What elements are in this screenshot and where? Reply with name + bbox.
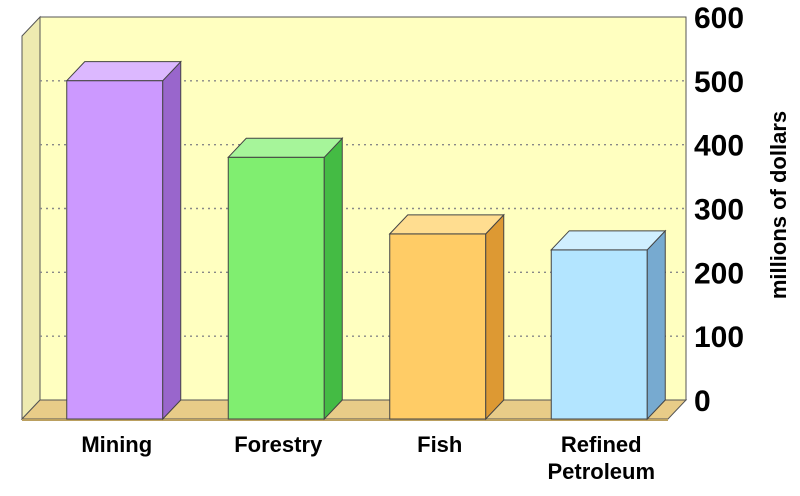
y-tick-label: 600: [694, 2, 744, 35]
y-axis-ticks: 0 100 200 300 400 500 600: [694, 2, 744, 418]
y-tick-label: 100: [694, 321, 744, 354]
bar-top: [227, 137, 344, 158]
x-category-label: Fish: [417, 432, 462, 457]
bar-side: [646, 229, 666, 421]
y-tick-label: 500: [694, 66, 744, 99]
bar: [388, 213, 505, 421]
plot-left-wall: [21, 15, 41, 421]
bar-front: [66, 80, 164, 420]
x-category-label: Refined Petroleum: [547, 432, 655, 484]
bar-front: [550, 249, 648, 420]
plot-floor-front-edge: [22, 419, 668, 421]
bars: [65, 60, 667, 421]
y-tick-label: 400: [694, 130, 744, 163]
x-category-label: Forestry: [234, 432, 323, 457]
bar: [65, 60, 182, 421]
x-category-label: Mining: [81, 432, 152, 457]
chart-walls: [20, 15, 688, 421]
y-axis-label: millions of dollars: [766, 111, 791, 299]
bar-top: [388, 214, 505, 235]
bar: [227, 137, 344, 421]
y-tick-label: 200: [694, 257, 744, 290]
y-tick-label: 0: [694, 385, 711, 418]
bar-side: [485, 213, 505, 421]
y-tick-label: 300: [694, 194, 744, 227]
bar-side: [162, 60, 182, 421]
bar-side: [323, 137, 343, 421]
bar-front: [227, 156, 325, 420]
bar-top: [65, 61, 182, 82]
bar-top: [550, 230, 667, 251]
bar: [550, 229, 667, 421]
bar-front: [389, 233, 487, 420]
x-axis-categories: Mining Forestry Fish Refined Petroleum: [81, 432, 655, 484]
